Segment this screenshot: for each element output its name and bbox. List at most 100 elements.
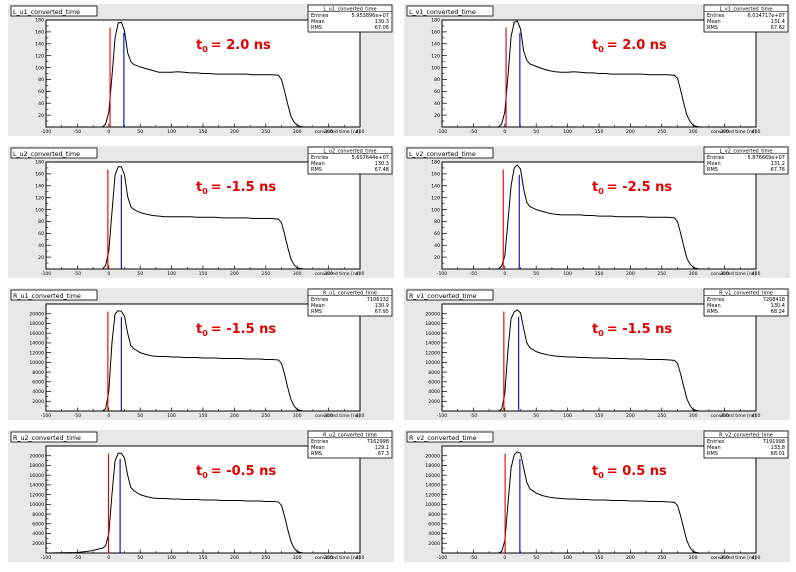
y-tick-label: 140 xyxy=(35,183,44,189)
histogram-pad-6: R_v1_converted_time R_v1_converted_time En… xyxy=(404,288,790,420)
t0-subscript: 0 xyxy=(598,45,604,54)
t0-value: = 2.0 ns xyxy=(607,38,667,53)
x-tick-label: -50 xyxy=(74,413,82,419)
stats-rms-label: RMS xyxy=(311,25,322,31)
y-tick-label: 140 xyxy=(431,41,440,47)
y-tick-label: 14000 xyxy=(425,483,440,489)
y-tick-label: 10000 xyxy=(425,360,440,366)
t0-annotation: t0 = -2.5 ns xyxy=(592,180,672,196)
stats-mean-value: 130.4 xyxy=(771,303,785,309)
x-tick-label: 100 xyxy=(563,271,572,277)
y-tick-label: 2000 xyxy=(32,399,44,405)
y-tick-label: 140 xyxy=(35,41,44,47)
x-tick-label: 200 xyxy=(626,129,635,135)
x-tick-label: 400 xyxy=(752,555,761,561)
x-tick-label: 250 xyxy=(657,271,666,277)
t0-value: = -1.5 ns xyxy=(607,322,673,337)
x-tick-label: 200 xyxy=(230,129,239,135)
x-tick-label: -50 xyxy=(470,555,478,561)
y-tick-label: 18000 xyxy=(29,463,44,469)
stats-entries-value: 7208418 xyxy=(763,297,785,303)
stats-name: R_v1_converted_time xyxy=(719,291,773,297)
x-tick-label: 150 xyxy=(199,129,208,135)
y-tick-label: 10000 xyxy=(425,502,440,508)
x-tick-label: -100 xyxy=(437,555,448,561)
title-box: L_u2_converted_time xyxy=(10,147,98,159)
t0-subscript: 0 xyxy=(202,329,208,338)
histogram-pad-3: L_u2_converted_time L_u2_converted_time En… xyxy=(8,146,394,278)
stats-entries-value: 5.953896e+07 xyxy=(352,13,390,19)
y-tick-label: 40 xyxy=(434,101,440,107)
y-tick-label: 16000 xyxy=(29,331,44,337)
x-tick-label: 150 xyxy=(595,413,604,419)
x-tick-label: -50 xyxy=(470,271,478,277)
stats-name: R_u1_converted_time xyxy=(323,291,377,297)
stats-mean-label: Mean xyxy=(311,19,325,25)
x-tick-label: -100 xyxy=(437,129,448,135)
stats-entries-label: Entries xyxy=(707,13,725,19)
x-tick-label: 100 xyxy=(167,129,176,135)
x-tick-label: 250 xyxy=(657,555,666,561)
y-tick-label: 120 xyxy=(431,53,440,59)
stats-entries-value: 7162998 xyxy=(367,439,389,445)
x-tick-label: 150 xyxy=(595,271,604,277)
y-tick-label: 6000 xyxy=(32,522,44,528)
y-tick-label: 140 xyxy=(431,183,440,189)
x-tick-label: -100 xyxy=(437,413,448,419)
y-tick-label: 12000 xyxy=(29,492,44,498)
histogram-curve xyxy=(46,166,360,270)
stats-rms-value: 67.95 xyxy=(375,309,389,315)
x-tick-label: 50 xyxy=(137,555,143,561)
title-box: L_v1_converted_time xyxy=(406,5,494,17)
t0-annotation: t0 = -1.5 ns xyxy=(196,180,276,196)
x-axis-label: converted time [ns] xyxy=(315,271,361,277)
title-box: R_v1_converted_time xyxy=(406,289,494,301)
y-tick-label: 16000 xyxy=(29,473,44,479)
y-tick-label: 100 xyxy=(431,207,440,213)
x-tick-label: 100 xyxy=(167,413,176,419)
x-axis-label: converted time [ns] xyxy=(711,271,757,277)
y-tick-label: 18000 xyxy=(29,321,44,327)
stats-rms-label: RMS xyxy=(707,451,718,457)
stats-mean-value: 133.8 xyxy=(771,445,785,451)
t0-symbol: t xyxy=(196,464,202,479)
x-tick-label: 250 xyxy=(261,555,270,561)
y-tick-label: 16000 xyxy=(425,331,440,337)
y-tick-label: 20 xyxy=(434,255,440,261)
x-tick-label: 100 xyxy=(563,413,572,419)
x-tick-label: 250 xyxy=(261,413,270,419)
t0-symbol: t xyxy=(592,322,598,337)
y-tick-label: 16000 xyxy=(425,473,440,479)
y-tick-label: 180 xyxy=(35,160,44,166)
x-tick-label: 350 xyxy=(720,555,729,561)
stats-mean-label: Mean xyxy=(707,19,721,25)
histogram-curve xyxy=(442,20,756,128)
x-tick-label: 350 xyxy=(324,555,333,561)
y-tick-label: 120 xyxy=(431,195,440,201)
t0-annotation: t0 = -1.5 ns xyxy=(196,322,276,338)
x-axis-label: converted time [ns] xyxy=(315,413,361,419)
y-tick-label: 8000 xyxy=(428,512,440,518)
x-tick-label: 0 xyxy=(107,413,110,419)
y-tick-label: 180 xyxy=(431,18,440,24)
stats-mean-value: 131.2 xyxy=(771,161,785,167)
y-tick-label: 80 xyxy=(434,77,440,83)
histogram-svg: R_u2_converted_time R_u2_converted_timeEn… xyxy=(10,430,393,561)
t0-symbol: t xyxy=(196,180,202,195)
y-tick-label: 160 xyxy=(35,172,44,178)
stats-mean-value: 129.1 xyxy=(375,445,389,451)
plot-frame xyxy=(45,161,361,270)
x-tick-label: -100 xyxy=(437,271,448,277)
stats-entries-value: 6.014717e+07 xyxy=(748,13,786,19)
y-tick-label: 160 xyxy=(431,172,440,178)
stats-name: R_u2_converted_time xyxy=(323,433,377,439)
stats-name: R_v2_converted_time xyxy=(719,433,773,439)
histogram-svg: L_v1_converted_time L_v1_converted_timeEn… xyxy=(406,4,789,135)
t0-symbol: t xyxy=(196,322,202,337)
x-tick-label: 50 xyxy=(137,271,143,277)
